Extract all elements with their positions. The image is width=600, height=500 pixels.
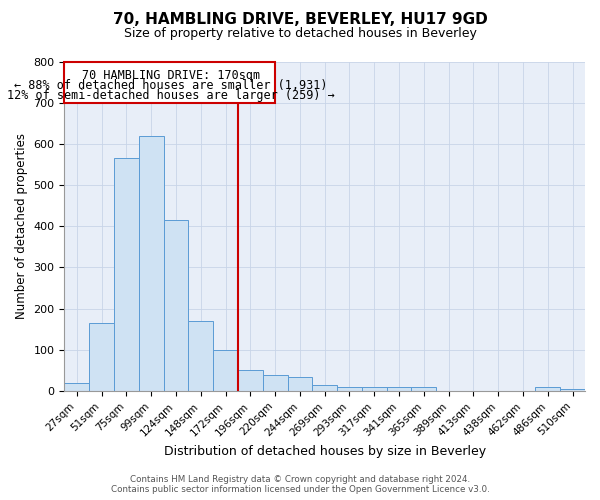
Text: Contains HM Land Registry data © Crown copyright and database right 2024.: Contains HM Land Registry data © Crown c… xyxy=(130,475,470,484)
Text: Size of property relative to detached houses in Beverley: Size of property relative to detached ho… xyxy=(124,28,476,40)
Bar xyxy=(412,387,436,391)
Bar xyxy=(287,376,313,391)
Y-axis label: Number of detached properties: Number of detached properties xyxy=(15,133,28,319)
Bar xyxy=(362,387,386,391)
Text: 12% of semi-detached houses are larger (259) →: 12% of semi-detached houses are larger (… xyxy=(7,89,335,102)
Bar xyxy=(337,387,362,391)
Bar xyxy=(535,387,560,391)
Bar xyxy=(188,321,213,391)
Bar xyxy=(263,374,287,391)
Bar xyxy=(89,323,114,391)
Bar xyxy=(386,387,412,391)
Text: 70 HAMBLING DRIVE: 170sqm: 70 HAMBLING DRIVE: 170sqm xyxy=(82,70,260,82)
Text: 70, HAMBLING DRIVE, BEVERLEY, HU17 9GD: 70, HAMBLING DRIVE, BEVERLEY, HU17 9GD xyxy=(113,12,487,28)
Bar xyxy=(213,350,238,391)
Bar xyxy=(164,220,188,391)
Bar xyxy=(238,370,263,391)
Text: Contains public sector information licensed under the Open Government Licence v3: Contains public sector information licen… xyxy=(110,485,490,494)
Bar xyxy=(64,382,89,391)
FancyBboxPatch shape xyxy=(64,62,275,102)
Bar xyxy=(560,389,585,391)
Bar xyxy=(114,158,139,391)
Text: ← 88% of detached houses are smaller (1,931): ← 88% of detached houses are smaller (1,… xyxy=(14,79,328,92)
Bar xyxy=(313,385,337,391)
Bar xyxy=(139,136,164,391)
X-axis label: Distribution of detached houses by size in Beverley: Distribution of detached houses by size … xyxy=(164,444,486,458)
